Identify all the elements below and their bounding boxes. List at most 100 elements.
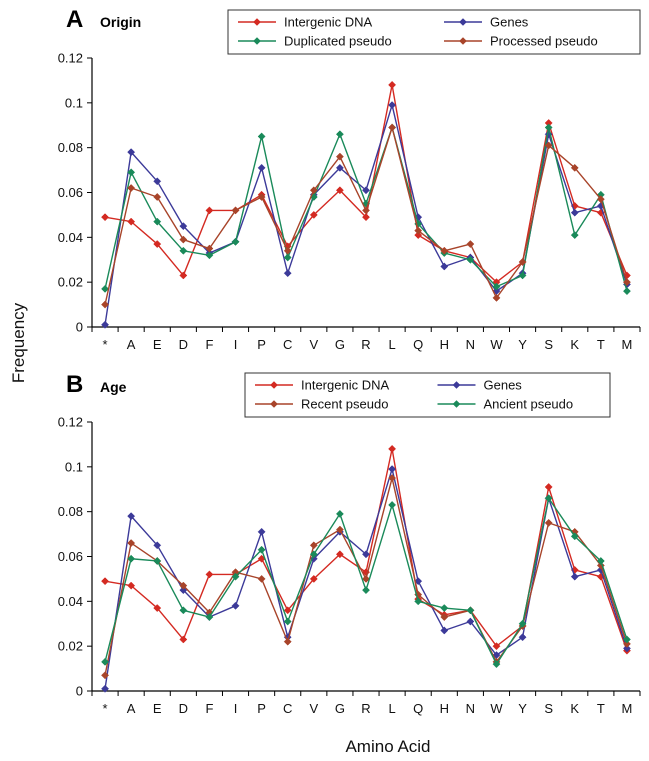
data-point xyxy=(283,246,292,255)
x-tick-label: K xyxy=(570,701,579,716)
data-point xyxy=(283,269,292,278)
data-point xyxy=(388,465,397,474)
legend-label: Duplicated pseudo xyxy=(284,34,392,49)
data-point xyxy=(335,509,344,518)
x-tick-label: L xyxy=(388,701,395,716)
legend-label: Genes xyxy=(484,378,523,393)
y-tick-label: 0.1 xyxy=(65,459,83,474)
x-tick-label: L xyxy=(388,337,395,352)
legend-entry: Intergenic DNA xyxy=(238,15,372,30)
x-tick-label: E xyxy=(153,701,162,716)
data-point xyxy=(101,671,110,680)
y-tick-label: 0.12 xyxy=(58,51,83,66)
legend-marker xyxy=(459,37,467,45)
data-point xyxy=(362,550,370,559)
data-point xyxy=(309,550,318,559)
data-point xyxy=(257,193,266,201)
panel-title: Age xyxy=(100,379,127,395)
data-point xyxy=(362,586,370,595)
x-tick-label: C xyxy=(283,337,292,352)
series-intergenic-dna xyxy=(101,444,631,655)
data-point xyxy=(414,597,423,606)
data-point xyxy=(153,193,162,201)
data-point xyxy=(335,186,344,195)
x-tick-label: T xyxy=(597,337,605,352)
y-tick-label: 0.04 xyxy=(58,230,83,245)
y-tick-label: 0.12 xyxy=(58,415,83,430)
data-point xyxy=(388,474,397,482)
data-point xyxy=(466,240,475,249)
data-point xyxy=(231,237,240,246)
x-tick-label: I xyxy=(234,337,238,352)
data-point xyxy=(622,639,631,648)
data-point xyxy=(622,278,631,287)
x-tick-label: Q xyxy=(413,337,423,352)
data-point xyxy=(231,206,240,215)
y-tick-label: 0.02 xyxy=(58,275,83,290)
data-point xyxy=(127,512,136,521)
data-point xyxy=(388,444,397,453)
data-point xyxy=(596,557,605,565)
x-tick-label: V xyxy=(309,337,318,352)
x-tick-label: F xyxy=(205,337,213,352)
data-point xyxy=(518,633,527,642)
data-point xyxy=(127,168,136,177)
data-point xyxy=(544,123,553,132)
legend-entry: Recent pseudo xyxy=(255,397,388,412)
x-tick-label: R xyxy=(361,701,370,716)
data-point xyxy=(153,541,162,550)
series-duplicated-pseudo xyxy=(101,123,631,296)
data-point xyxy=(362,206,370,215)
data-point xyxy=(179,635,188,644)
data-point xyxy=(283,253,292,262)
data-point xyxy=(440,262,449,271)
legend-box xyxy=(227,9,641,55)
legend-box xyxy=(244,372,611,418)
data-point xyxy=(127,217,136,226)
y-tick-label: 0.08 xyxy=(58,504,83,519)
data-point xyxy=(518,271,527,280)
data-point xyxy=(622,287,631,296)
data-point xyxy=(309,186,318,195)
legend-entry: Ancient pseudo xyxy=(437,397,573,412)
data-point xyxy=(127,581,136,590)
data-point xyxy=(127,184,136,192)
data-point xyxy=(414,577,423,586)
data-point xyxy=(309,574,318,583)
data-point xyxy=(466,606,475,615)
data-point xyxy=(362,186,370,195)
x-tick-label: F xyxy=(205,701,213,716)
x-tick-label: N xyxy=(466,701,475,716)
x-tick-label: * xyxy=(103,337,108,352)
y-tick-label: 0.04 xyxy=(58,594,83,609)
data-point xyxy=(570,532,579,541)
data-point xyxy=(101,320,110,329)
data-point xyxy=(414,231,423,240)
data-point xyxy=(179,271,188,280)
data-point xyxy=(570,163,579,172)
data-point xyxy=(101,300,110,309)
series-processed-pseudo xyxy=(101,123,631,309)
panel-title: Origin xyxy=(100,14,141,30)
data-point xyxy=(179,246,188,255)
data-point xyxy=(309,210,318,219)
legend-marker xyxy=(270,381,278,389)
data-point xyxy=(335,130,344,139)
x-tick-label: Y xyxy=(518,701,527,716)
y-tick-label: 0.08 xyxy=(58,140,83,155)
data-point xyxy=(596,195,605,204)
data-point xyxy=(440,626,449,635)
data-point xyxy=(440,246,449,255)
y-tick-label: 0.06 xyxy=(58,185,83,200)
legend-marker xyxy=(253,37,261,45)
data-point xyxy=(335,525,344,534)
x-tick-label: R xyxy=(361,337,370,352)
data-point xyxy=(101,213,110,222)
panel-letter: A xyxy=(66,6,83,33)
x-tick-label: P xyxy=(257,337,266,352)
data-point xyxy=(570,572,579,581)
data-point xyxy=(570,208,579,217)
y-tick-label: 0 xyxy=(76,684,83,699)
legend-label: Intergenic DNA xyxy=(301,378,389,393)
legend-entry: Genes xyxy=(437,378,523,393)
